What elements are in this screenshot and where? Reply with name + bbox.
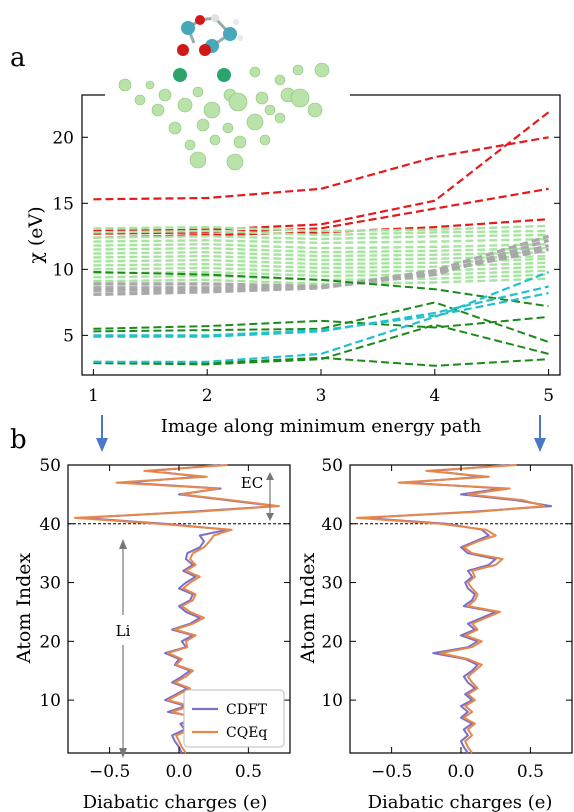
series-line-lightgreen-6 (93, 246, 549, 254)
panel-a-x-ticks: 1 2 3 4 5 (88, 369, 554, 406)
series-line-cqeq (355, 464, 546, 754)
ec-label: EC (241, 474, 263, 492)
panel-b-right-y-ticks: 10 20 30 40 50 (321, 456, 572, 711)
y-tick-label: 15 (52, 194, 74, 214)
panel-a-series-lines (93, 111, 550, 367)
panel-b-label: b (10, 425, 27, 455)
y-tick-label: 40 (321, 515, 343, 535)
series-line-lightgreen-3 (93, 233, 549, 241)
legend-cqeq-label: CQEq (226, 725, 267, 741)
series-line-lightgreen-10 (93, 261, 549, 270)
panel-b-right: −0.5 0.0 0.5 10 20 30 40 50 Diabatic charges (… (297, 456, 573, 812)
series-line-red-1 (93, 136, 549, 201)
x-tick-label: 5 (543, 386, 554, 406)
series-line-lightgreen-11 (93, 265, 549, 274)
series-line-lightgreen-5 (93, 242, 549, 250)
panel-a-label: a (10, 43, 26, 73)
panel-b-right-series-lines (355, 464, 553, 754)
y-tick-label: 5 (63, 326, 74, 346)
ec-range-arrow (266, 472, 274, 521)
legend: CDFT CQEq (183, 689, 285, 748)
series-line-green-1 (93, 271, 549, 308)
y-tick-label: 20 (39, 632, 61, 652)
series-line-green-2 (93, 315, 549, 330)
series-line-lightgreen-4 (93, 237, 549, 245)
y-tick-label: 20 (321, 632, 343, 652)
series-line-lightgreen-12 (93, 269, 549, 278)
series-line-green-5 (93, 323, 549, 366)
series-line-cyan-3 (93, 270, 550, 363)
panel-a-xlabel: Image along minimum energy path (161, 416, 482, 437)
li-range-arrow (119, 539, 127, 758)
y-tick-label: 50 (39, 456, 61, 476)
series-line-green-3 (93, 301, 549, 343)
panel-a-y-ticks: 5 10 15 20 (52, 128, 560, 346)
y-tick-label: 10 (39, 691, 61, 711)
panel-a-ylabel: χ (eV) (25, 206, 47, 263)
x-tick-label: 1 (88, 386, 99, 406)
y-tick-label: 30 (39, 574, 61, 594)
y-tick-label: 20 (52, 128, 74, 148)
series-line-gray-2 (93, 243, 550, 290)
y-tick-label: 40 (39, 515, 61, 535)
panel-a: a 1 2 3 4 5 5 10 15 20 Image along minimum ener… (10, 14, 561, 437)
panel-b-left-x-ticks: −0.5 0.0 0.5 (89, 465, 262, 782)
y-tick-label: 50 (321, 456, 343, 476)
series-line-green-4 (93, 356, 549, 367)
panel-b-right-ylabel: Atom Index (297, 553, 319, 665)
series-line-cyan-2 (93, 285, 549, 338)
series-line-lightgreen-1 (93, 224, 549, 233)
series-line-gray-4 (93, 234, 550, 297)
y-tick-label: 10 (52, 260, 74, 280)
li-label: Li (116, 622, 131, 640)
series-line-red-2 (93, 111, 550, 233)
panel-b-right-x-ticks: −0.5 0.0 0.5 (371, 465, 544, 782)
series-line-lightgreen-13 (93, 273, 549, 282)
series-line-cyan-1 (93, 292, 549, 337)
y-tick-label: 30 (321, 574, 343, 594)
x-tick-label: 4 (429, 386, 440, 406)
panel-b-left-y-ticks: 10 20 30 40 50 (39, 456, 290, 711)
x-tick-label: 3 (316, 386, 327, 406)
series-line-gray-1 (93, 238, 550, 289)
panel-b-left: −0.5 0.0 0.5 10 20 30 40 50 Diabatic charges (… (13, 456, 291, 812)
series-line-red-3 (93, 187, 549, 235)
x-tick-label: 0.5 (517, 762, 544, 782)
panel-b-right-frame (349, 464, 573, 754)
series-line-lightgreen-2 (93, 229, 549, 237)
series-line-lightgreen-7 (93, 250, 549, 258)
x-tick-label: 0.0 (165, 762, 192, 782)
x-tick-label: 0.5 (235, 762, 262, 782)
series-line-lightgreen-14 (93, 277, 549, 286)
panel-b-right-xlabel: Diabatic charges (e) (368, 792, 553, 812)
x-tick-label: −0.5 (89, 762, 130, 782)
series-line-gray-3 (93, 247, 549, 293)
x-tick-label: −0.5 (371, 762, 412, 782)
arrow-image-5 (534, 415, 546, 452)
x-tick-label: 0.0 (447, 762, 474, 782)
panel-b-left-xlabel: Diabatic charges (e) (83, 792, 268, 812)
y-tick-label: 10 (321, 691, 343, 711)
molecule-cluster-image (105, 14, 350, 177)
x-tick-label: 2 (202, 386, 213, 406)
series-line-lightgreen-8 (93, 254, 549, 262)
legend-cdft-label: CDFT (226, 702, 268, 718)
arrow-image-1 (96, 415, 108, 452)
series-line-lightgreen-9 (93, 257, 549, 266)
panel-b-left-ylabel: Atom Index (13, 553, 35, 665)
